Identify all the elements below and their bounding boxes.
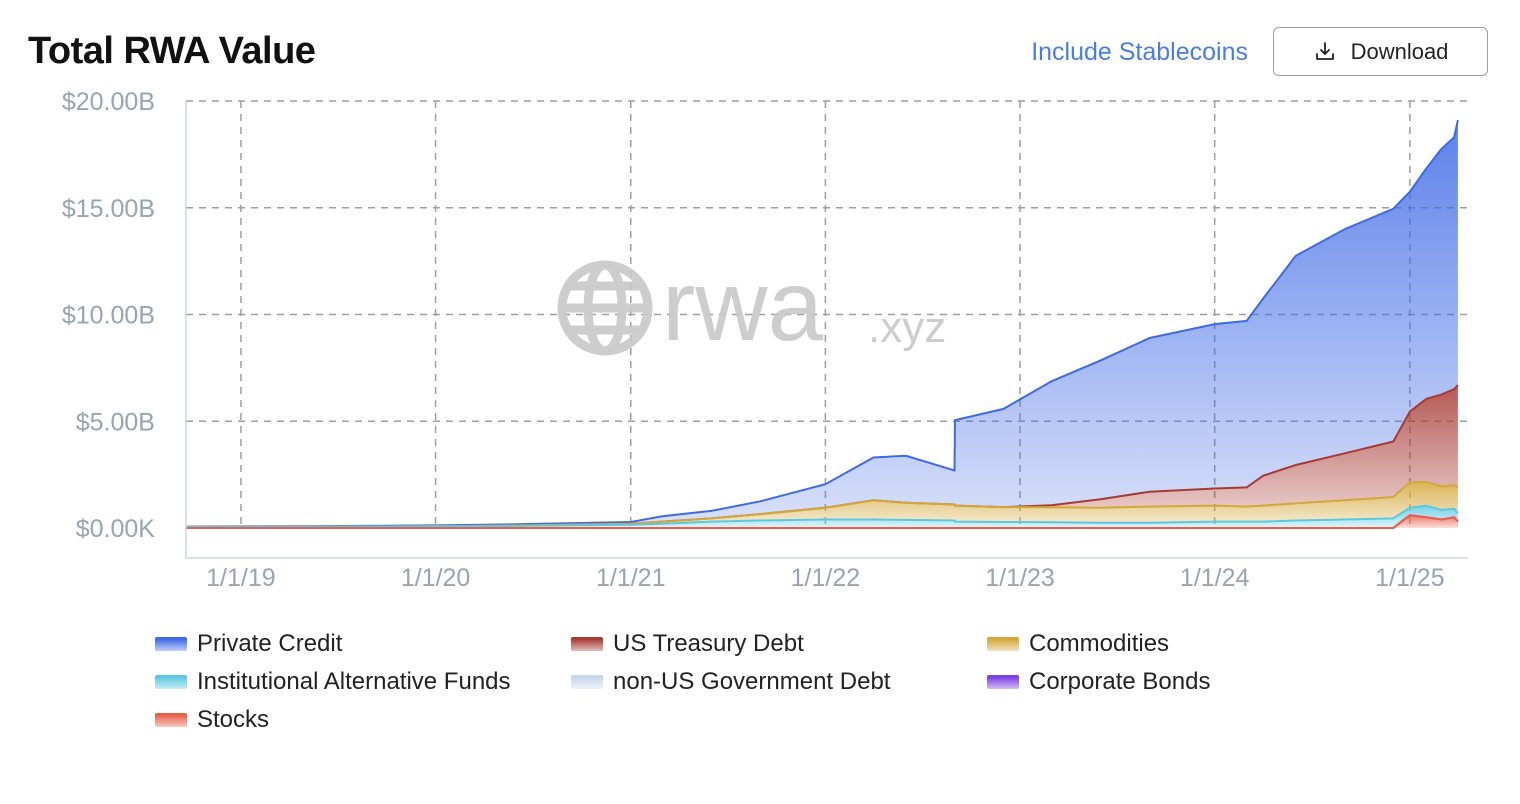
y-tick-label: $20.00B: [62, 88, 155, 116]
legend-item-stocks[interactable]: Stocks: [155, 706, 269, 734]
y-tick-label: $10.00B: [62, 302, 155, 330]
x-tick-label: 1/1/22: [791, 564, 861, 592]
legend-label: non-US Government Debt: [613, 668, 891, 695]
x-tick-label: 1/1/19: [206, 564, 276, 592]
page-title: Total RWA Value: [28, 30, 316, 72]
legend-label: Private Credit: [197, 630, 343, 657]
legend-label: US Treasury Debt: [613, 630, 804, 657]
legend-item-institutional-alternative-funds[interactable]: Institutional Alternative Funds: [155, 668, 511, 696]
x-tick-label: 1/1/21: [596, 564, 666, 592]
legend-swatch: [155, 713, 187, 727]
legend-swatch: [571, 675, 603, 689]
legend-label: Institutional Alternative Funds: [197, 668, 511, 695]
legend-item-commodities[interactable]: Commodities: [987, 630, 1169, 658]
download-button[interactable]: Download: [1273, 27, 1488, 76]
line-commodities: [185, 481, 1459, 528]
watermark: rwa .xyz: [557, 250, 946, 362]
area-layer: [185, 119, 1459, 529]
download-icon: [1315, 41, 1334, 60]
x-tick-label: 1/1/20: [401, 564, 471, 592]
legend-item-private-credit[interactable]: Private Credit: [155, 630, 342, 658]
y-tick-label: $5.00B: [76, 408, 155, 436]
x-tick-label: 1/1/25: [1375, 564, 1445, 592]
area-institutional-alternative-funds: [186, 505, 1458, 528]
legend-item-non-us-government-debt[interactable]: non-US Government Debt: [571, 668, 890, 696]
x-tick-label: 1/1/23: [985, 564, 1055, 592]
globe-icon: [557, 260, 653, 356]
axis-layer: $0.00K $5.00B $10.00B $15.00B $20.00B 1/1/19 1…: [62, 88, 1468, 592]
watermark-suffix: .xyz: [868, 303, 946, 352]
include-stablecoins-toggle[interactable]: Include Stablecoins: [1031, 38, 1248, 66]
legend-swatch: [155, 675, 187, 689]
legend-swatch: [571, 637, 603, 651]
legend-item-corporate-bonds[interactable]: Corporate Bonds: [987, 668, 1210, 696]
line-private-credit: [185, 119, 1459, 528]
download-button-label: Download: [1350, 38, 1449, 64]
legend-label: Commodities: [1029, 630, 1170, 657]
line-stocks: [186, 514, 1459, 529]
x-tick-label: 1/1/24: [1180, 564, 1250, 592]
area-private-credit: [186, 120, 1458, 527]
legend-label: Corporate Bonds: [1029, 668, 1211, 695]
line-institutional-alternative-funds: [185, 504, 1459, 528]
y-tick-label: $0.00K: [76, 515, 156, 543]
legend-label: Stocks: [197, 706, 270, 733]
legend-swatch: [987, 637, 1019, 651]
legend-item-us-treasury-debt[interactable]: US Treasury Debt: [571, 630, 804, 658]
area-commodities: [186, 482, 1458, 527]
legend-swatch: [155, 637, 187, 651]
watermark-main: rwa: [662, 250, 824, 362]
legend-swatch: [987, 675, 1019, 689]
y-tick-label: $15.00B: [62, 195, 155, 223]
